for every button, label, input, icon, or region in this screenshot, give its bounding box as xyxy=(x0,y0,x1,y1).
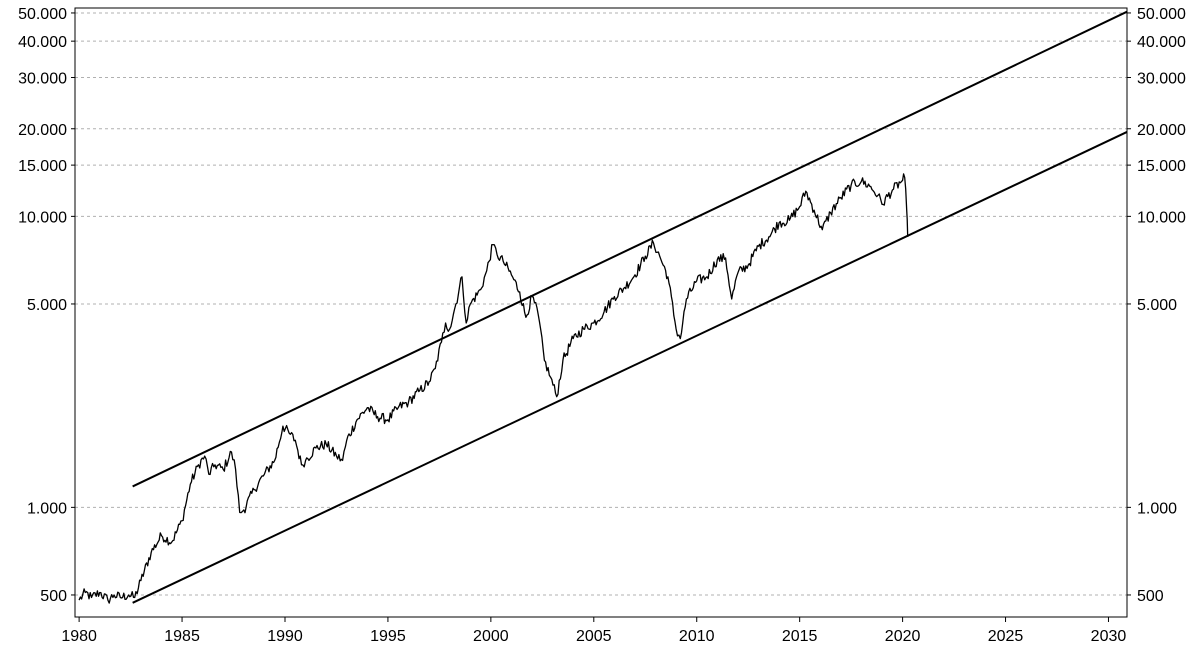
y-axis-left: 500 1.000 5.000 10.000 15.000 20.000 30.000 40.… xyxy=(18,6,75,605)
y-tick-label-left: 10.000 xyxy=(18,209,67,226)
x-tick-label: 2005 xyxy=(576,628,612,645)
x-tick-label: 2015 xyxy=(782,628,818,645)
lower-trend-line xyxy=(132,131,1128,604)
x-axis: 1980 1985 1990 1995 2000 2005 2010 2015 2020 2025… xyxy=(61,617,1126,645)
y-tick-label-left: 20.000 xyxy=(18,122,67,139)
y-tick-label-left: 50.000 xyxy=(18,6,67,23)
y-tick-label-left: 40.000 xyxy=(18,34,67,51)
x-tick-label: 1995 xyxy=(370,628,406,645)
plot-area xyxy=(74,7,1128,618)
trend-channel xyxy=(132,10,1128,604)
y-tick-label-right: 500 xyxy=(1137,588,1164,605)
y-tick-label-right: 50.000 xyxy=(1137,6,1186,23)
y-tick-label-right: 10.000 xyxy=(1137,209,1186,226)
x-tick-label: 1990 xyxy=(267,628,303,645)
x-tick-label: 1980 xyxy=(61,628,97,645)
y-tick-label-right: 15.000 xyxy=(1137,158,1186,175)
y-axis-right: 500 1.000 5.000 10.000 15.000 20.000 30.000 40.… xyxy=(1127,6,1186,605)
grid-lines xyxy=(75,12,1127,596)
price-series xyxy=(78,173,909,604)
y-tick-label-left: 1.000 xyxy=(27,500,67,517)
y-tick-label-left: 500 xyxy=(40,588,67,605)
x-tick-label: 2010 xyxy=(679,628,715,645)
x-tick-label: 1985 xyxy=(164,628,200,645)
upper-trend-line xyxy=(132,10,1128,488)
y-tick-label-left: 15.000 xyxy=(18,158,67,175)
y-tick-label-right: 30.000 xyxy=(1137,71,1186,88)
x-tick-label: 2030 xyxy=(1091,628,1127,645)
y-tick-label-left: 5.000 xyxy=(27,297,67,314)
price-line xyxy=(78,173,909,604)
y-tick-label-left: 30.000 xyxy=(18,71,67,88)
y-tick-label-right: 1.000 xyxy=(1137,500,1177,517)
y-tick-label-right: 20.000 xyxy=(1137,122,1186,139)
x-tick-label: 2025 xyxy=(988,628,1024,645)
x-tick-label: 2020 xyxy=(885,628,921,645)
x-tick-label: 2000 xyxy=(473,628,509,645)
y-tick-label-right: 5.000 xyxy=(1137,297,1177,314)
y-tick-label-right: 40.000 xyxy=(1137,34,1186,51)
